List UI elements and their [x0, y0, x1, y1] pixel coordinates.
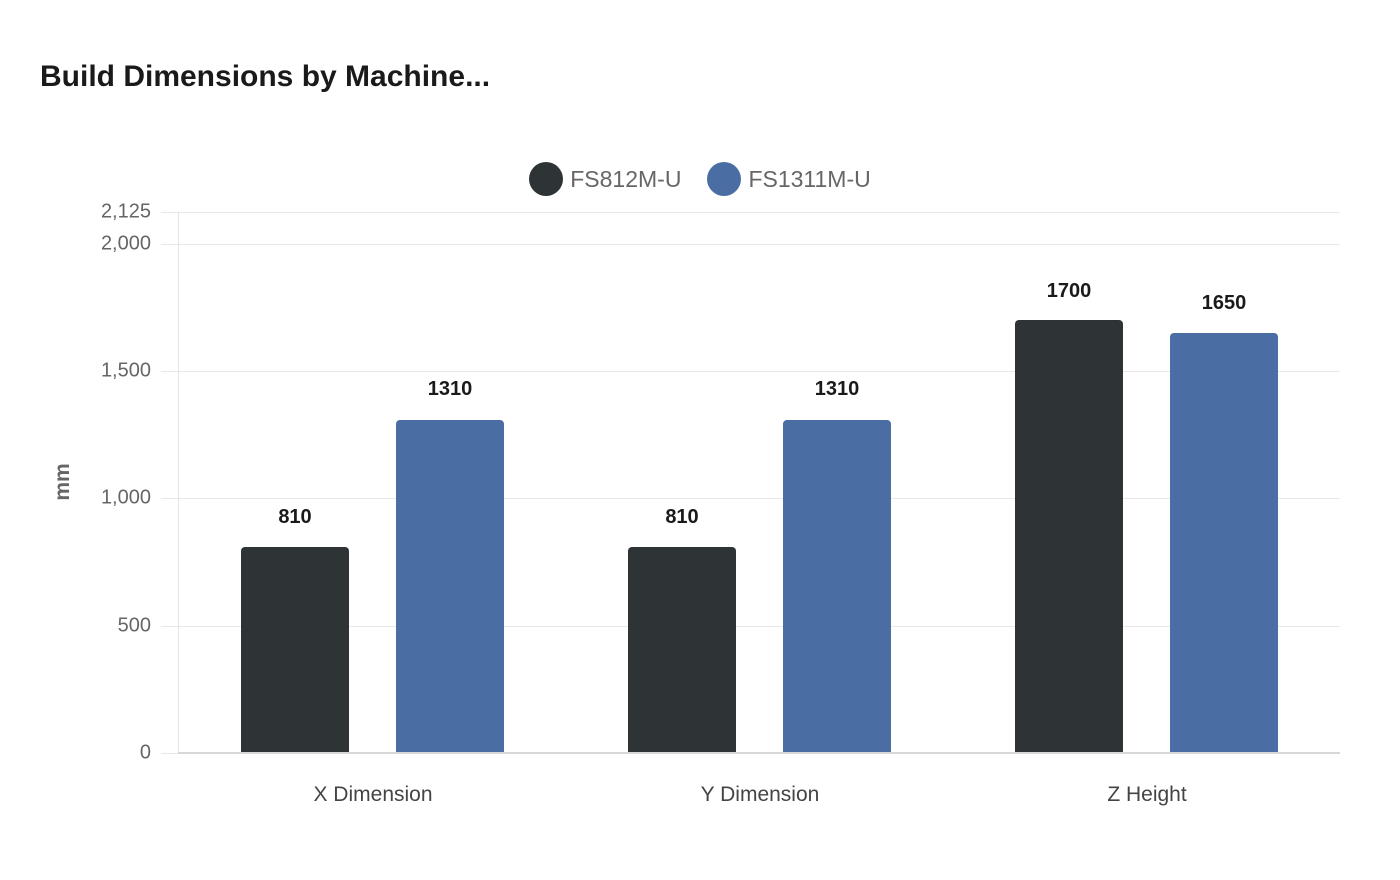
bar-fs812m-u-z-height[interactable] [1015, 320, 1123, 753]
legend-item-fs1311m-u[interactable]: FS1311M-U [707, 162, 871, 196]
y-tick-label: 1,000 [100, 486, 151, 509]
legend: FS812M-U FS1311M-U [0, 162, 1400, 196]
x-axis-line [178, 752, 1340, 754]
legend-label: FS812M-U [570, 165, 682, 192]
data-label: 1700 [1046, 280, 1092, 302]
data-label: 810 [665, 506, 699, 528]
x-tick-label: X Dimension [313, 783, 433, 806]
legend-dot-icon [707, 162, 742, 196]
x-tick-label: Y Dimension [700, 783, 820, 806]
bar-fs812m-u-y-dimension[interactable] [628, 547, 736, 753]
y-axis-line [178, 212, 179, 753]
bar-fs812m-u-x-dimension[interactable] [241, 547, 349, 753]
bar-fs1311m-u-x-dimension[interactable] [396, 420, 504, 753]
data-label: 1310 [814, 378, 860, 400]
y-tick-label: 2,000 [100, 232, 151, 255]
legend-dot-icon [529, 162, 564, 196]
gridline [161, 498, 1340, 499]
x-tick-label: Z Height [1107, 783, 1187, 806]
data-label: 1650 [1201, 292, 1247, 314]
y-tick-label: 0 [139, 741, 151, 764]
gridline [161, 626, 1340, 627]
data-label: 810 [278, 506, 312, 528]
data-label: 1310 [427, 378, 473, 400]
legend-label: FS1311M-U [748, 165, 871, 192]
y-axis-label: mm [51, 463, 74, 501]
gridline [161, 244, 1340, 245]
gridline [161, 371, 1340, 372]
legend-item-fs812m-u[interactable]: FS812M-U [529, 162, 681, 196]
gridline [161, 212, 1340, 213]
bar-fs1311m-u-y-dimension[interactable] [783, 420, 891, 753]
chart-title: Build Dimensions by Machine... [40, 60, 491, 93]
y-tick-label: 500 [117, 614, 151, 637]
y-tick-label: 2,125 [100, 200, 151, 223]
y-tick-label: 1,500 [100, 359, 151, 382]
bar-fs1311m-u-z-height[interactable] [1170, 333, 1278, 753]
